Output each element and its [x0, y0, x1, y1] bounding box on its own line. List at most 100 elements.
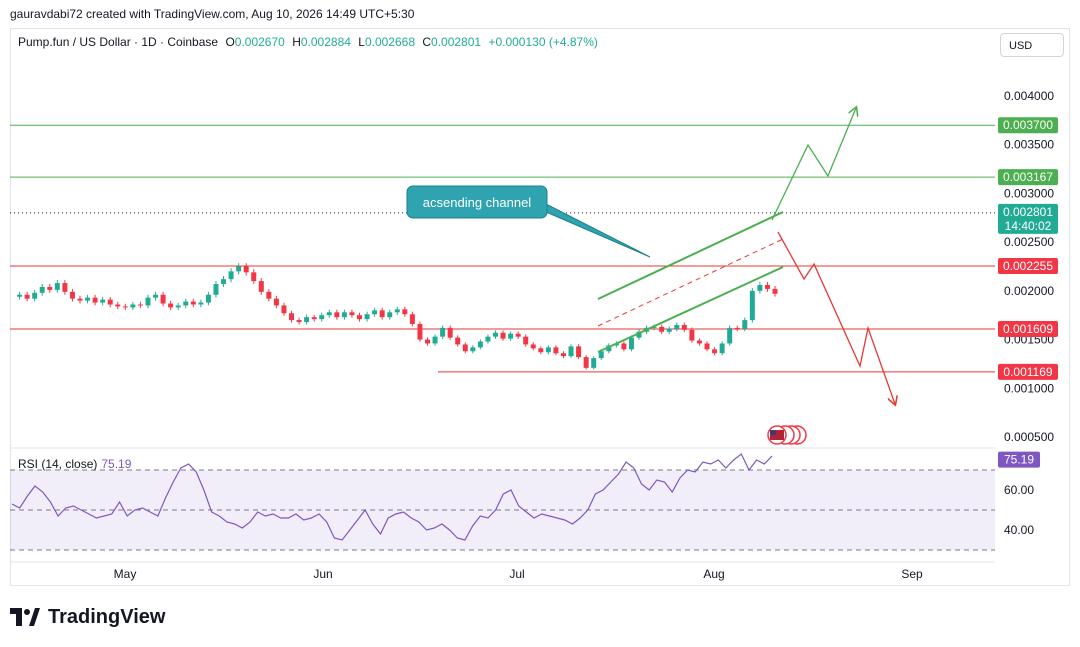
rsi-tick-label: 40.00	[1004, 523, 1034, 537]
rsi-value-label: 75.19	[1004, 453, 1034, 467]
bearish-projection-arrow	[777, 231, 895, 404]
candle	[85, 297, 91, 301]
candle	[742, 320, 748, 329]
rsi-legend: RSI (14, close) 75.19	[18, 457, 131, 471]
tradingview-logo[interactable]: TradingView	[10, 604, 165, 630]
price-label-text: 0.001609	[1003, 322, 1053, 336]
candle	[621, 343, 627, 350]
candle	[606, 345, 612, 352]
x-tick-label: May	[114, 567, 137, 581]
callout-box	[406, 185, 548, 219]
candle	[251, 272, 257, 282]
candle	[379, 310, 385, 318]
candle	[266, 291, 272, 299]
candle	[424, 339, 430, 344]
candle	[576, 346, 582, 358]
candle	[54, 283, 60, 290]
candle	[153, 294, 159, 298]
candle	[190, 301, 196, 305]
ohlc-high-value: 0.002884	[300, 35, 351, 49]
candle	[115, 304, 121, 307]
price-label-text: 0.002255	[1003, 259, 1053, 273]
candle	[674, 324, 680, 329]
candle	[387, 312, 393, 318]
candle	[659, 326, 665, 332]
bullish-projection-arrow	[771, 108, 856, 221]
candle	[545, 347, 551, 353]
candle	[341, 312, 347, 318]
candle	[77, 298, 83, 301]
rsi-tick-label: 60.00	[1004, 483, 1034, 497]
candle	[357, 315, 363, 320]
x-tick-label: Jun	[313, 567, 332, 581]
candle	[326, 312, 332, 316]
candle	[160, 294, 166, 304]
candle	[523, 336, 529, 345]
candle	[107, 299, 113, 305]
candle	[349, 312, 355, 316]
candle	[213, 284, 219, 295]
symbol-legend: Pump.fun / US Dollar · 1D · Coinbase O0.…	[18, 35, 598, 49]
symbol-name[interactable]: Pump.fun / US Dollar · 1D · Coinbase	[18, 35, 219, 49]
channel-lower-line	[597, 266, 784, 353]
candle	[719, 343, 725, 354]
candle	[508, 333, 514, 339]
candle	[228, 271, 234, 280]
tradingview-logo-icon	[10, 608, 40, 626]
tradingview-wordmark: TradingView	[48, 605, 166, 628]
candle	[394, 309, 400, 313]
candle	[568, 346, 574, 357]
candle	[409, 314, 415, 324]
candle	[417, 323, 423, 340]
y-tick-label: 0.001000	[1004, 381, 1054, 395]
x-tick-label: Jul	[509, 567, 524, 581]
candle	[281, 305, 287, 314]
candle	[651, 326, 657, 328]
candle	[440, 327, 446, 337]
ohlc-low-label: L	[358, 35, 365, 49]
price-label-box	[998, 320, 1058, 337]
candle	[681, 324, 687, 330]
chart-frame	[10, 28, 1070, 586]
candle	[304, 317, 310, 323]
rsi-value: 75.19	[101, 457, 132, 471]
y-tick-label: 0.002000	[1004, 284, 1054, 298]
candle	[145, 297, 151, 306]
candle	[538, 348, 544, 353]
us-flag-canton	[770, 430, 776, 435]
candle	[734, 327, 740, 329]
candle	[183, 301, 189, 306]
us-flag-icon	[770, 430, 784, 440]
ohlc-low-value: 0.002668	[364, 35, 416, 49]
candle	[689, 329, 695, 341]
rsi-line	[11, 453, 773, 541]
price-label-text: 0.001169	[1003, 365, 1052, 379]
candle	[749, 290, 755, 321]
candle	[39, 286, 45, 293]
candle	[704, 343, 710, 350]
currency-button[interactable]: USD	[1000, 33, 1064, 57]
candle	[130, 304, 136, 308]
price-label-box	[998, 169, 1058, 186]
candle	[168, 303, 174, 308]
x-tick-label: Aug	[703, 567, 724, 581]
candle	[432, 336, 438, 344]
candle	[712, 349, 718, 354]
candle	[727, 327, 733, 344]
price-label-box	[998, 363, 1058, 380]
candle	[757, 285, 763, 291]
y-tick-label: 0.003500	[1004, 138, 1054, 152]
candle	[236, 266, 242, 272]
candle	[583, 357, 589, 368]
candle	[364, 314, 370, 320]
candle	[372, 310, 378, 315]
candle	[500, 332, 506, 339]
candle	[628, 337, 634, 350]
ohlc-open-value: 0.002670	[234, 35, 285, 49]
price-label-box	[998, 117, 1058, 134]
candle	[273, 298, 279, 306]
price-label-countdown: 14:40:02	[1005, 219, 1052, 233]
ohlc-open: O0.002670	[225, 35, 288, 49]
ohlc-close: C0.002801	[422, 35, 484, 49]
